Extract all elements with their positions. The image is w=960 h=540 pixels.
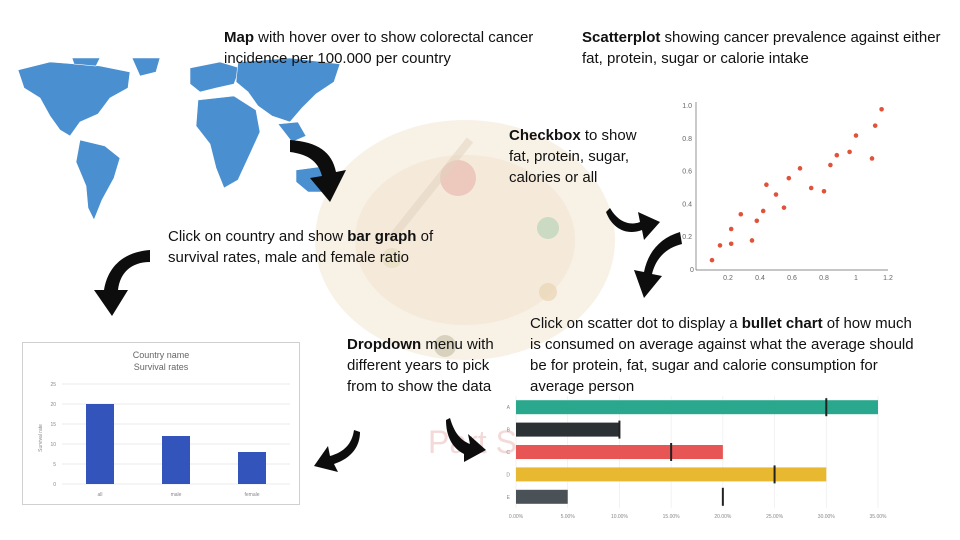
bullet-category-label: B bbox=[507, 428, 511, 434]
cancer-scatterplot[interactable]: 0.2 0.4 0.6 0.8 1.0 0 0.2 0.4 0.6 0.8 1 1.2 bbox=[680, 96, 900, 286]
bar-ytick-label: 10 bbox=[50, 442, 56, 448]
bullet-xtick-label: 10.00% bbox=[611, 514, 629, 520]
map-annotation: Map with hover over to show colorectal c… bbox=[224, 29, 534, 67]
bullet-target-marker bbox=[773, 465, 776, 484]
arrow-scatter-down-icon bbox=[634, 232, 682, 298]
bar-chart-title: Country name bbox=[133, 350, 190, 360]
bullet-target-marker bbox=[825, 398, 828, 417]
scatter-point[interactable] bbox=[872, 123, 878, 128]
scatter-point[interactable] bbox=[773, 192, 779, 197]
bar-xtick-label: all bbox=[97, 492, 102, 498]
scatter-point[interactable] bbox=[764, 182, 769, 188]
bar-all[interactable] bbox=[86, 404, 114, 484]
scatter-ytick-label: 0.8 bbox=[682, 136, 692, 143]
arrow-map-down-icon bbox=[290, 140, 346, 202]
scatter-xtick-label: 0.6 bbox=[787, 275, 797, 282]
map-south-america bbox=[75, 139, 121, 221]
scatter-point[interactable] bbox=[869, 156, 875, 161]
scatter-point[interactable] bbox=[853, 133, 859, 138]
scatter-xtick-label: 0.8 bbox=[819, 275, 829, 282]
bar-male[interactable] bbox=[162, 436, 190, 484]
bullet-category-label: E bbox=[507, 495, 511, 501]
checkbox-annotation: Checkbox to show fat, protein, sugar, ca… bbox=[509, 127, 637, 186]
survival-bar-chart[interactable]: Country name Survival rates Survival rat… bbox=[22, 342, 300, 505]
scatter-point[interactable] bbox=[828, 162, 833, 168]
bullet-target-marker bbox=[670, 443, 673, 461]
bullet-bar-C[interactable] bbox=[516, 445, 723, 459]
scatter-ytick-label: 0.4 bbox=[682, 201, 692, 208]
scatter-ytick-label: 0.2 bbox=[682, 234, 692, 241]
bar-ytick-label: 15 bbox=[50, 422, 56, 428]
scatter-point[interactable] bbox=[728, 241, 734, 247]
bullet-xtick-label: 0.00% bbox=[509, 514, 524, 520]
bullet-xtick-label: 30.00% bbox=[818, 514, 836, 520]
scatter-point[interactable] bbox=[754, 218, 760, 224]
scatter-point[interactable] bbox=[879, 106, 884, 112]
map-africa bbox=[195, 95, 261, 189]
bullet-bar-A[interactable] bbox=[516, 400, 878, 415]
bullet-xtick-label: 25.00% bbox=[766, 514, 784, 520]
map-europe bbox=[189, 61, 241, 93]
scatter-point[interactable] bbox=[834, 152, 840, 158]
scatter-point[interactable] bbox=[709, 257, 715, 263]
dropdown-annotation: Dropdown menu with different years to pi… bbox=[347, 336, 494, 395]
bar-ytick-label: 25 bbox=[50, 382, 56, 388]
bar-ytick-label: 20 bbox=[50, 402, 56, 408]
bullet-target-marker bbox=[721, 487, 724, 506]
scatter-xtick-label: 1 bbox=[854, 275, 858, 282]
bullet-xtick-label: 35.00% bbox=[870, 514, 888, 520]
world-map[interactable] bbox=[10, 57, 341, 228]
map-asia bbox=[235, 57, 341, 123]
bar-annotation: Click on country and show bar graph of s… bbox=[168, 228, 434, 266]
scatter-point[interactable] bbox=[847, 149, 852, 155]
scatter-point[interactable] bbox=[717, 243, 723, 248]
scatter-xtick-label: 0.4 bbox=[755, 275, 765, 282]
bullet-bar-E[interactable] bbox=[516, 489, 568, 504]
scatter-point[interactable] bbox=[738, 211, 744, 217]
scatter-point[interactable] bbox=[808, 185, 814, 191]
arrow-bar-down-icon bbox=[94, 250, 150, 316]
scatter-xtick-label: 1.2 bbox=[883, 275, 893, 282]
scatter-ytick-label: 1.0 bbox=[682, 103, 692, 110]
scatter-point[interactable] bbox=[797, 166, 803, 171]
bar-ytick-label: 5 bbox=[53, 462, 56, 468]
scatter-point[interactable] bbox=[786, 175, 792, 181]
scatter-point[interactable] bbox=[781, 205, 787, 210]
bullet-xtick-label: 15.00% bbox=[663, 514, 681, 520]
bullet-target-marker bbox=[618, 420, 621, 439]
scatter-xtick-label: 0 bbox=[690, 267, 694, 274]
bullet-bar-D[interactable] bbox=[516, 467, 827, 482]
scatter-point[interactable] bbox=[749, 238, 755, 243]
scatter-point[interactable] bbox=[760, 208, 766, 214]
scatter-point[interactable] bbox=[821, 188, 827, 194]
map-north-america bbox=[17, 61, 131, 137]
scatter-ytick-label: 0.6 bbox=[682, 169, 692, 176]
bar-female[interactable] bbox=[238, 452, 266, 484]
arrow-dropdown-right-icon bbox=[446, 418, 486, 462]
bar-chart-subtitle: Survival rates bbox=[134, 362, 189, 372]
bullet-xtick-label: 5.00% bbox=[561, 514, 576, 520]
arrow-dropdown-left-icon bbox=[314, 430, 360, 472]
arrow-checkbox-right-icon bbox=[606, 208, 660, 240]
bar-chart-ylabel: Survival rate bbox=[38, 424, 44, 452]
bullet-category-label: A bbox=[507, 405, 511, 411]
scatter-point[interactable] bbox=[728, 226, 734, 232]
bar-xtick-label: male bbox=[171, 492, 182, 498]
consumption-bullet-chart[interactable]: 0.00% 5.00% 10.00% 15.00% 20.00% 25.00% 30.00%… bbox=[500, 390, 910, 525]
scatter-annotation: Scatterplot showing cancer prevalence ag… bbox=[582, 29, 941, 67]
bar-ytick-label: 0 bbox=[53, 482, 56, 488]
bullet-category-label: D bbox=[506, 472, 510, 478]
scatter-xtick-label: 0.2 bbox=[723, 275, 733, 282]
bullet-category-label: C bbox=[506, 450, 510, 456]
bullet-bar-B[interactable] bbox=[516, 422, 620, 437]
bullet-xtick-label: 20.00% bbox=[714, 514, 732, 520]
bullet-annotation: Click on scatter dot to display a bullet… bbox=[530, 315, 914, 395]
bar-xtick-label: female bbox=[244, 492, 259, 498]
